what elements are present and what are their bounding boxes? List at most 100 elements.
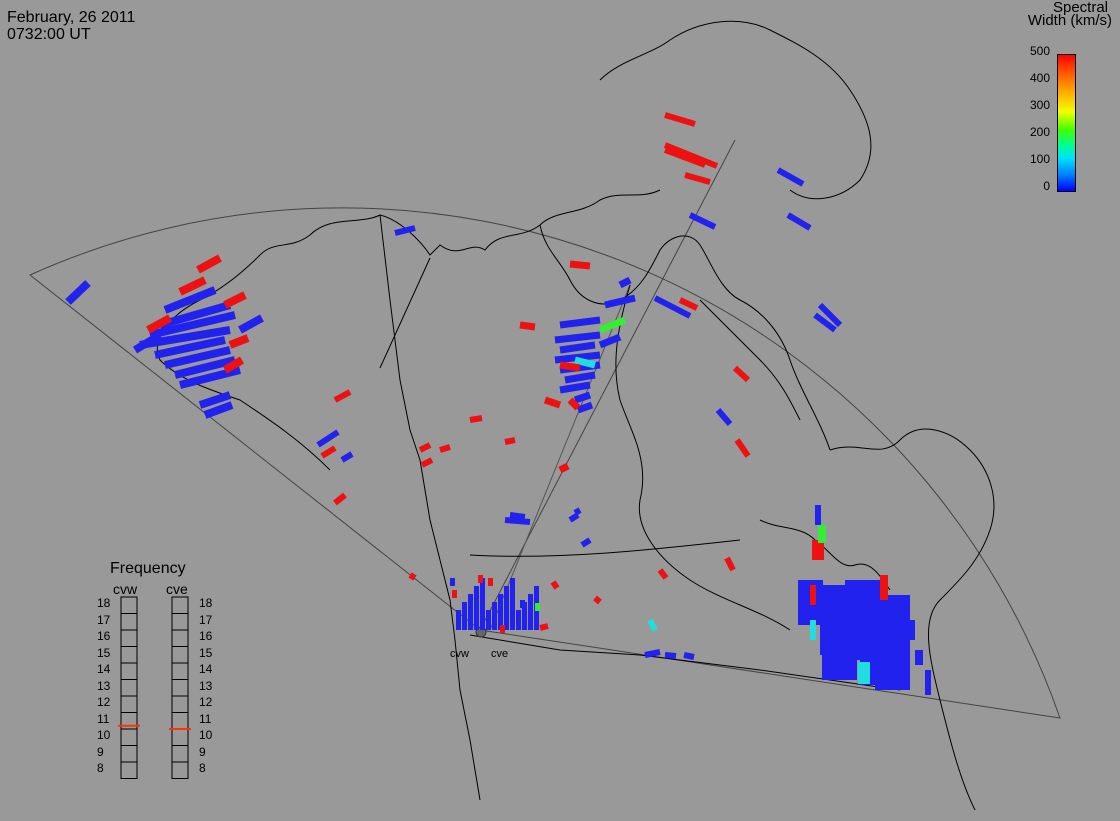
echo-cell: [580, 537, 592, 548]
echo-cell: [598, 333, 622, 349]
echo-cell: [509, 512, 526, 520]
echo-cell: [478, 575, 483, 583]
echo-cell: [573, 391, 592, 404]
frequency-tick-right: 17: [199, 612, 213, 627]
echo-cell: [520, 600, 525, 608]
frequency-column-cvw-cell: [120, 679, 138, 697]
echo-cell: [504, 586, 509, 630]
echo-cell: [333, 492, 347, 506]
echo-cell: [154, 336, 226, 359]
echo-cell: [550, 580, 560, 590]
echo-cell: [688, 212, 717, 230]
echo-cell: [450, 578, 455, 586]
echo-cell: [164, 346, 231, 369]
date-label: February, 26 2011: [7, 9, 136, 26]
echo-cell: [480, 578, 485, 630]
echo-cell: [813, 312, 837, 333]
frequency-column-cve-cell: [171, 662, 189, 680]
echo-cell: [817, 302, 843, 328]
frequency-column-cvw-cell: [120, 629, 138, 647]
echo-cell: [564, 371, 596, 384]
colorbar-tick: 500: [1029, 44, 1050, 58]
echo-cell: [569, 260, 591, 270]
frequency-column-cve-cell: [171, 646, 189, 664]
frequency-column-cve-cell: [171, 728, 189, 746]
echo-cell: [810, 620, 816, 640]
echo-cell: [664, 112, 696, 127]
echo-cell: [420, 457, 434, 468]
echo-cell: [880, 575, 888, 600]
frequency-radar-cve: cve: [166, 581, 188, 597]
echo-cell: [510, 605, 515, 613]
echo-cell: [558, 462, 570, 474]
frequency-column-cve-cell: [171, 679, 189, 697]
echo-cell: [132, 331, 163, 354]
frequency-column-cve-cell: [171, 629, 189, 647]
echo-cell: [678, 297, 699, 311]
echo-cell: [810, 585, 816, 605]
borders: [379, 257, 901, 691]
echo-cell: [598, 316, 627, 334]
echo-cell: [500, 625, 505, 633]
frequency-tick-right: 16: [199, 629, 213, 643]
echo-cell: [539, 623, 549, 631]
echo-cell: [492, 602, 497, 630]
echo-cell: [663, 147, 707, 168]
echo-cell: [535, 603, 540, 611]
echo-cell: [776, 167, 805, 187]
echo-cell: [238, 314, 264, 334]
frequency-column-cvw-cell: [120, 613, 138, 631]
frequency-radar-cvw: cvw: [113, 581, 138, 597]
site-label-cvw: cvw: [450, 648, 469, 660]
frequency-column-cve-cell: [171, 761, 189, 779]
frequency-scale: [118, 596, 191, 779]
echo-cell: [474, 586, 479, 630]
time-label: 0732:00 UT: [7, 26, 91, 43]
frequency-tick-left: 16: [97, 629, 111, 643]
echo-cell: [543, 396, 562, 409]
echo-cell: [228, 334, 250, 349]
colorbar-title-line1: Spectral: [1052, 0, 1108, 16]
echo-cell: [316, 429, 340, 448]
frequency-column-cvw-cell: [120, 662, 138, 680]
echo-cell: [574, 356, 596, 369]
echo-cell: [576, 401, 594, 414]
echo-cell: [618, 276, 632, 289]
coastlines: [156, 20, 995, 811]
echo-cell: [452, 590, 457, 598]
colorbar-tick: 300: [1029, 98, 1050, 112]
echo-cell: [593, 595, 602, 605]
frequency-column-cve-cell: [171, 613, 189, 631]
echo-cell: [905, 620, 915, 640]
echo-cell: [504, 517, 531, 525]
echo-cell: [567, 397, 581, 411]
frequency-column-cve-cell: [171, 695, 189, 713]
echo-cell: [163, 286, 217, 314]
colorbar-tick: 200: [1029, 125, 1050, 139]
echo-cell: [178, 276, 207, 296]
colorbar-title-line2: Width (km/s): [1027, 12, 1112, 29]
echo-cell: [664, 652, 677, 659]
echo-cell: [684, 172, 711, 185]
echo-cell: [223, 291, 247, 309]
echo-cell: [408, 572, 417, 581]
echo-cell: [915, 650, 923, 665]
frequency-tick-right: 11: [199, 711, 212, 726]
echo-cell: [486, 610, 491, 630]
echo-cell: [559, 341, 596, 354]
frequency-column-cvw-cell: [120, 646, 138, 664]
frequency-column-cvw-cell: [120, 728, 138, 746]
echo-cell: [559, 316, 601, 329]
echo-cell: [198, 391, 232, 409]
echo-cell: [174, 356, 236, 379]
frequency-column-cve-cell: [171, 712, 189, 730]
echo-cell: [715, 408, 733, 426]
echo-cell: [875, 660, 910, 690]
echo-cell: [724, 556, 736, 572]
frequency-tick-right: 14: [199, 662, 213, 676]
echo-cell: [559, 361, 581, 372]
frequency-column-cve-cell: [171, 596, 189, 614]
fov-divider: [479, 139, 736, 631]
frequency-tick-left: 13: [97, 678, 111, 693]
